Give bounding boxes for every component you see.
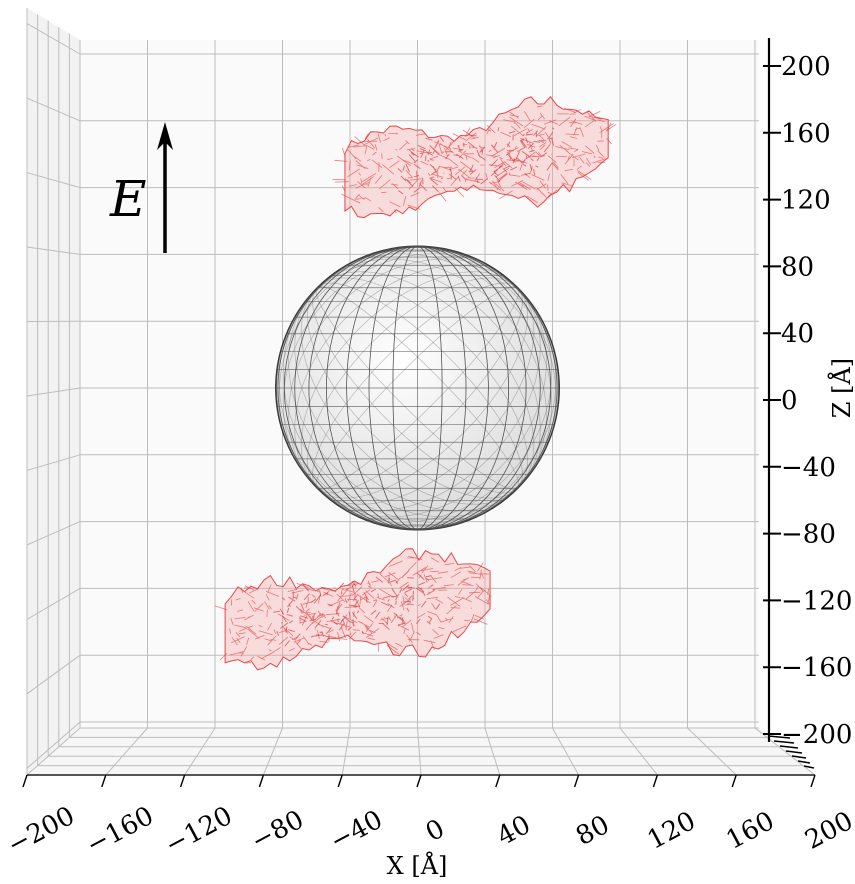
y-depth-tick bbox=[785, 750, 803, 754]
x-tick-mark bbox=[416, 774, 422, 788]
grid-line-floor bbox=[184, 727, 216, 776]
molecule-mesh-top bbox=[332, 95, 617, 219]
sphere-lattice bbox=[294, 264, 541, 512]
pane-bottom bbox=[27, 728, 815, 775]
z-tick-label: −80 bbox=[781, 520, 836, 550]
y-depth-tick bbox=[773, 740, 795, 744]
grid-line-floor bbox=[262, 727, 283, 776]
y-depth-tick bbox=[767, 735, 791, 739]
y-depth-tick bbox=[803, 765, 815, 769]
x-axis: −200 −160 −120 −80 −40 0 40 80 120 160 200 bbox=[3, 774, 855, 861]
x-tick-mark bbox=[495, 774, 501, 788]
z-tick-label: 80 bbox=[781, 252, 814, 282]
y-depth-tick bbox=[779, 745, 799, 749]
sphere-lattice bbox=[300, 271, 535, 505]
x-tick-mark bbox=[652, 774, 659, 788]
grid-line-floor bbox=[105, 727, 148, 776]
grid-line-floor bbox=[484, 727, 501, 776]
x-tick-mark bbox=[573, 774, 580, 788]
sphere-wireframe bbox=[275, 245, 560, 531]
sphere-lattice bbox=[312, 282, 523, 494]
x-tick-mark bbox=[179, 774, 186, 788]
molecule-mesh-bottom bbox=[214, 548, 492, 671]
y-depth-tick bbox=[797, 760, 811, 764]
x-tick-label: −160 bbox=[81, 801, 158, 861]
z-axis-label: Z [Å] bbox=[827, 358, 855, 418]
z-tick-label: −40 bbox=[781, 453, 836, 483]
y-depth-tick bbox=[791, 755, 807, 759]
electric-field-arrow bbox=[157, 122, 173, 253]
grid-line-wall bbox=[26, 172, 81, 189]
electric-field-label: E bbox=[109, 170, 147, 228]
sphere-lattice bbox=[282, 253, 553, 523]
grid-line-wall bbox=[26, 587, 81, 620]
sphere-lattice bbox=[276, 246, 559, 530]
x-tick-label: 160 bbox=[721, 806, 779, 856]
x-tick-mark bbox=[258, 774, 265, 788]
grid-line-floor bbox=[754, 727, 816, 776]
sphere-lattice bbox=[288, 258, 547, 518]
sphere-lattice bbox=[307, 277, 528, 499]
sphere-lattice bbox=[282, 253, 553, 523]
z-tick-label: 0 bbox=[781, 386, 798, 416]
back-pane bbox=[27, 8, 815, 775]
z-tick-label: −200 bbox=[781, 720, 852, 750]
sphere-lattice bbox=[300, 271, 535, 505]
x-tick-label: 80 bbox=[571, 810, 614, 852]
sphere-lattice bbox=[278, 249, 557, 527]
x-tick-mark bbox=[101, 774, 107, 788]
z-tick-label: −160 bbox=[781, 653, 852, 683]
molecule-mesh-lines bbox=[214, 556, 492, 664]
z-axis: 200 160 120 80 40 0 −40 −80 −120 −160 −200 bbox=[763, 38, 852, 769]
z-tick-label: 120 bbox=[781, 186, 831, 216]
molecule-core-lines bbox=[273, 570, 441, 647]
sphere-lattice bbox=[278, 249, 557, 527]
sphere-lattice bbox=[315, 286, 520, 490]
x-tick-mark bbox=[337, 774, 343, 788]
x-tick-label: 120 bbox=[643, 806, 701, 856]
z-tick-label: −120 bbox=[781, 586, 852, 616]
grid-line-wall bbox=[26, 454, 81, 471]
grid-line-floor bbox=[552, 727, 580, 776]
sphere-lattice bbox=[294, 264, 541, 512]
grid-line-wall bbox=[26, 23, 81, 55]
grid-line-wall bbox=[26, 721, 81, 769]
grid-line-floor bbox=[687, 727, 737, 776]
x-tick-label: −120 bbox=[160, 801, 237, 861]
x-tick-label: 200 bbox=[800, 806, 855, 856]
grid-line-wall bbox=[26, 97, 81, 122]
grid-line-floor bbox=[619, 727, 658, 776]
sphere-lattice bbox=[276, 246, 559, 530]
grid-line-wall bbox=[26, 654, 81, 695]
x-tick-mark bbox=[810, 774, 816, 788]
grid-line-floor bbox=[341, 727, 351, 776]
z-tick-label: 40 bbox=[781, 319, 814, 349]
grid-line-floor bbox=[417, 727, 422, 776]
x-tick-label: 40 bbox=[492, 810, 535, 852]
x-tick-label: −80 bbox=[246, 805, 309, 857]
x-tick-label: 0 bbox=[421, 814, 450, 848]
x-tick-mark bbox=[731, 774, 737, 788]
grid-line-wall bbox=[26, 521, 81, 546]
x-tick-mark bbox=[22, 774, 28, 788]
x-tick-label: −200 bbox=[3, 801, 80, 861]
x-axis-label: X [Å] bbox=[387, 851, 448, 880]
grid-line-wall bbox=[26, 246, 81, 255]
sphere-lattice bbox=[307, 277, 528, 499]
sphere-lattice bbox=[312, 282, 523, 494]
z-tick-label: 160 bbox=[781, 119, 831, 149]
sphere-lattice bbox=[288, 258, 547, 518]
grid-line-wall bbox=[26, 387, 81, 397]
molecule-core-lines bbox=[397, 127, 559, 195]
sphere-lattice bbox=[315, 286, 520, 490]
grid-line-floor bbox=[26, 727, 81, 776]
z-tick-label: 200 bbox=[781, 52, 831, 82]
x-tick-label: −40 bbox=[325, 805, 388, 857]
